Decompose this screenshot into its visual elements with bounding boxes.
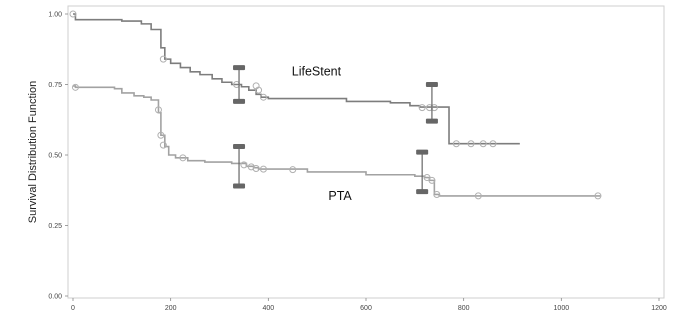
pta-censor-marker	[433, 190, 441, 198]
confidence-interval-bars	[233, 65, 438, 195]
y-tick-label: 0.50	[48, 153, 62, 160]
x-tick-label: 800	[458, 305, 470, 312]
pta-censor-marker	[159, 141, 167, 149]
lifestent-censor-marker	[259, 93, 267, 101]
lifestent-censor-marker	[69, 10, 77, 18]
pta-ci-bar	[416, 149, 429, 195]
y-tick-label: 1.00	[48, 12, 62, 19]
pta-series-label: PTA	[328, 189, 352, 203]
x-tick-label: 0	[71, 305, 75, 312]
lifestent-ci-bar	[233, 65, 246, 104]
pta-censor-marker	[240, 161, 248, 169]
y-tick-label: 0.75	[48, 82, 62, 89]
lifestent-censor-marker	[418, 104, 426, 112]
lifestent-censor-marker	[255, 86, 263, 94]
lifestent-censor-marker	[71, 83, 79, 91]
lifestent-censor-marker	[489, 140, 497, 148]
pta-censor-marker	[289, 166, 297, 174]
pta-censor-marker	[428, 176, 436, 184]
x-tick-label: 1200	[651, 305, 667, 312]
pta-censor-marker	[157, 131, 165, 139]
x-tick-label: 400	[262, 305, 274, 312]
pta-censor-marker	[594, 192, 602, 200]
x-tick-label: 600	[360, 305, 372, 312]
pta-censor-marker	[179, 154, 187, 162]
lifestent-censor-marker	[467, 140, 475, 148]
pta-ci-bar	[233, 144, 246, 189]
x-tick-label: 200	[165, 305, 177, 312]
survival-curves	[73, 13, 601, 197]
pta-censor-marker	[474, 192, 482, 200]
x-axis: 0 200 400 600 800 1000 1200	[71, 298, 667, 312]
y-axis-title: Survival Distribution Function	[27, 81, 39, 223]
lifestent-ci-bar	[425, 82, 438, 124]
pta-survival-line	[73, 85, 601, 197]
y-axis: 0.00 0.25 0.50 0.75 1.00	[48, 12, 68, 301]
plot-frame	[67, 5, 665, 299]
pta-censor-marker	[247, 163, 255, 171]
lifestent-series-label: LifeStent	[292, 64, 342, 78]
lifestent-censor-marker	[479, 140, 487, 148]
lifestent-censor-marker	[159, 55, 167, 63]
lifestent-survival-line	[73, 13, 520, 145]
lifestent-censor-marker	[452, 140, 460, 148]
pta-censor-marker	[154, 106, 162, 114]
censor-marks	[69, 10, 602, 200]
pta-censor-marker	[252, 165, 260, 173]
y-tick-label: 0.00	[48, 294, 62, 301]
y-tick-label: 0.25	[48, 223, 62, 230]
series-labels: LifeStent PTA	[292, 64, 353, 203]
pta-censor-marker	[259, 165, 267, 173]
x-tick-label: 1000	[554, 305, 570, 312]
